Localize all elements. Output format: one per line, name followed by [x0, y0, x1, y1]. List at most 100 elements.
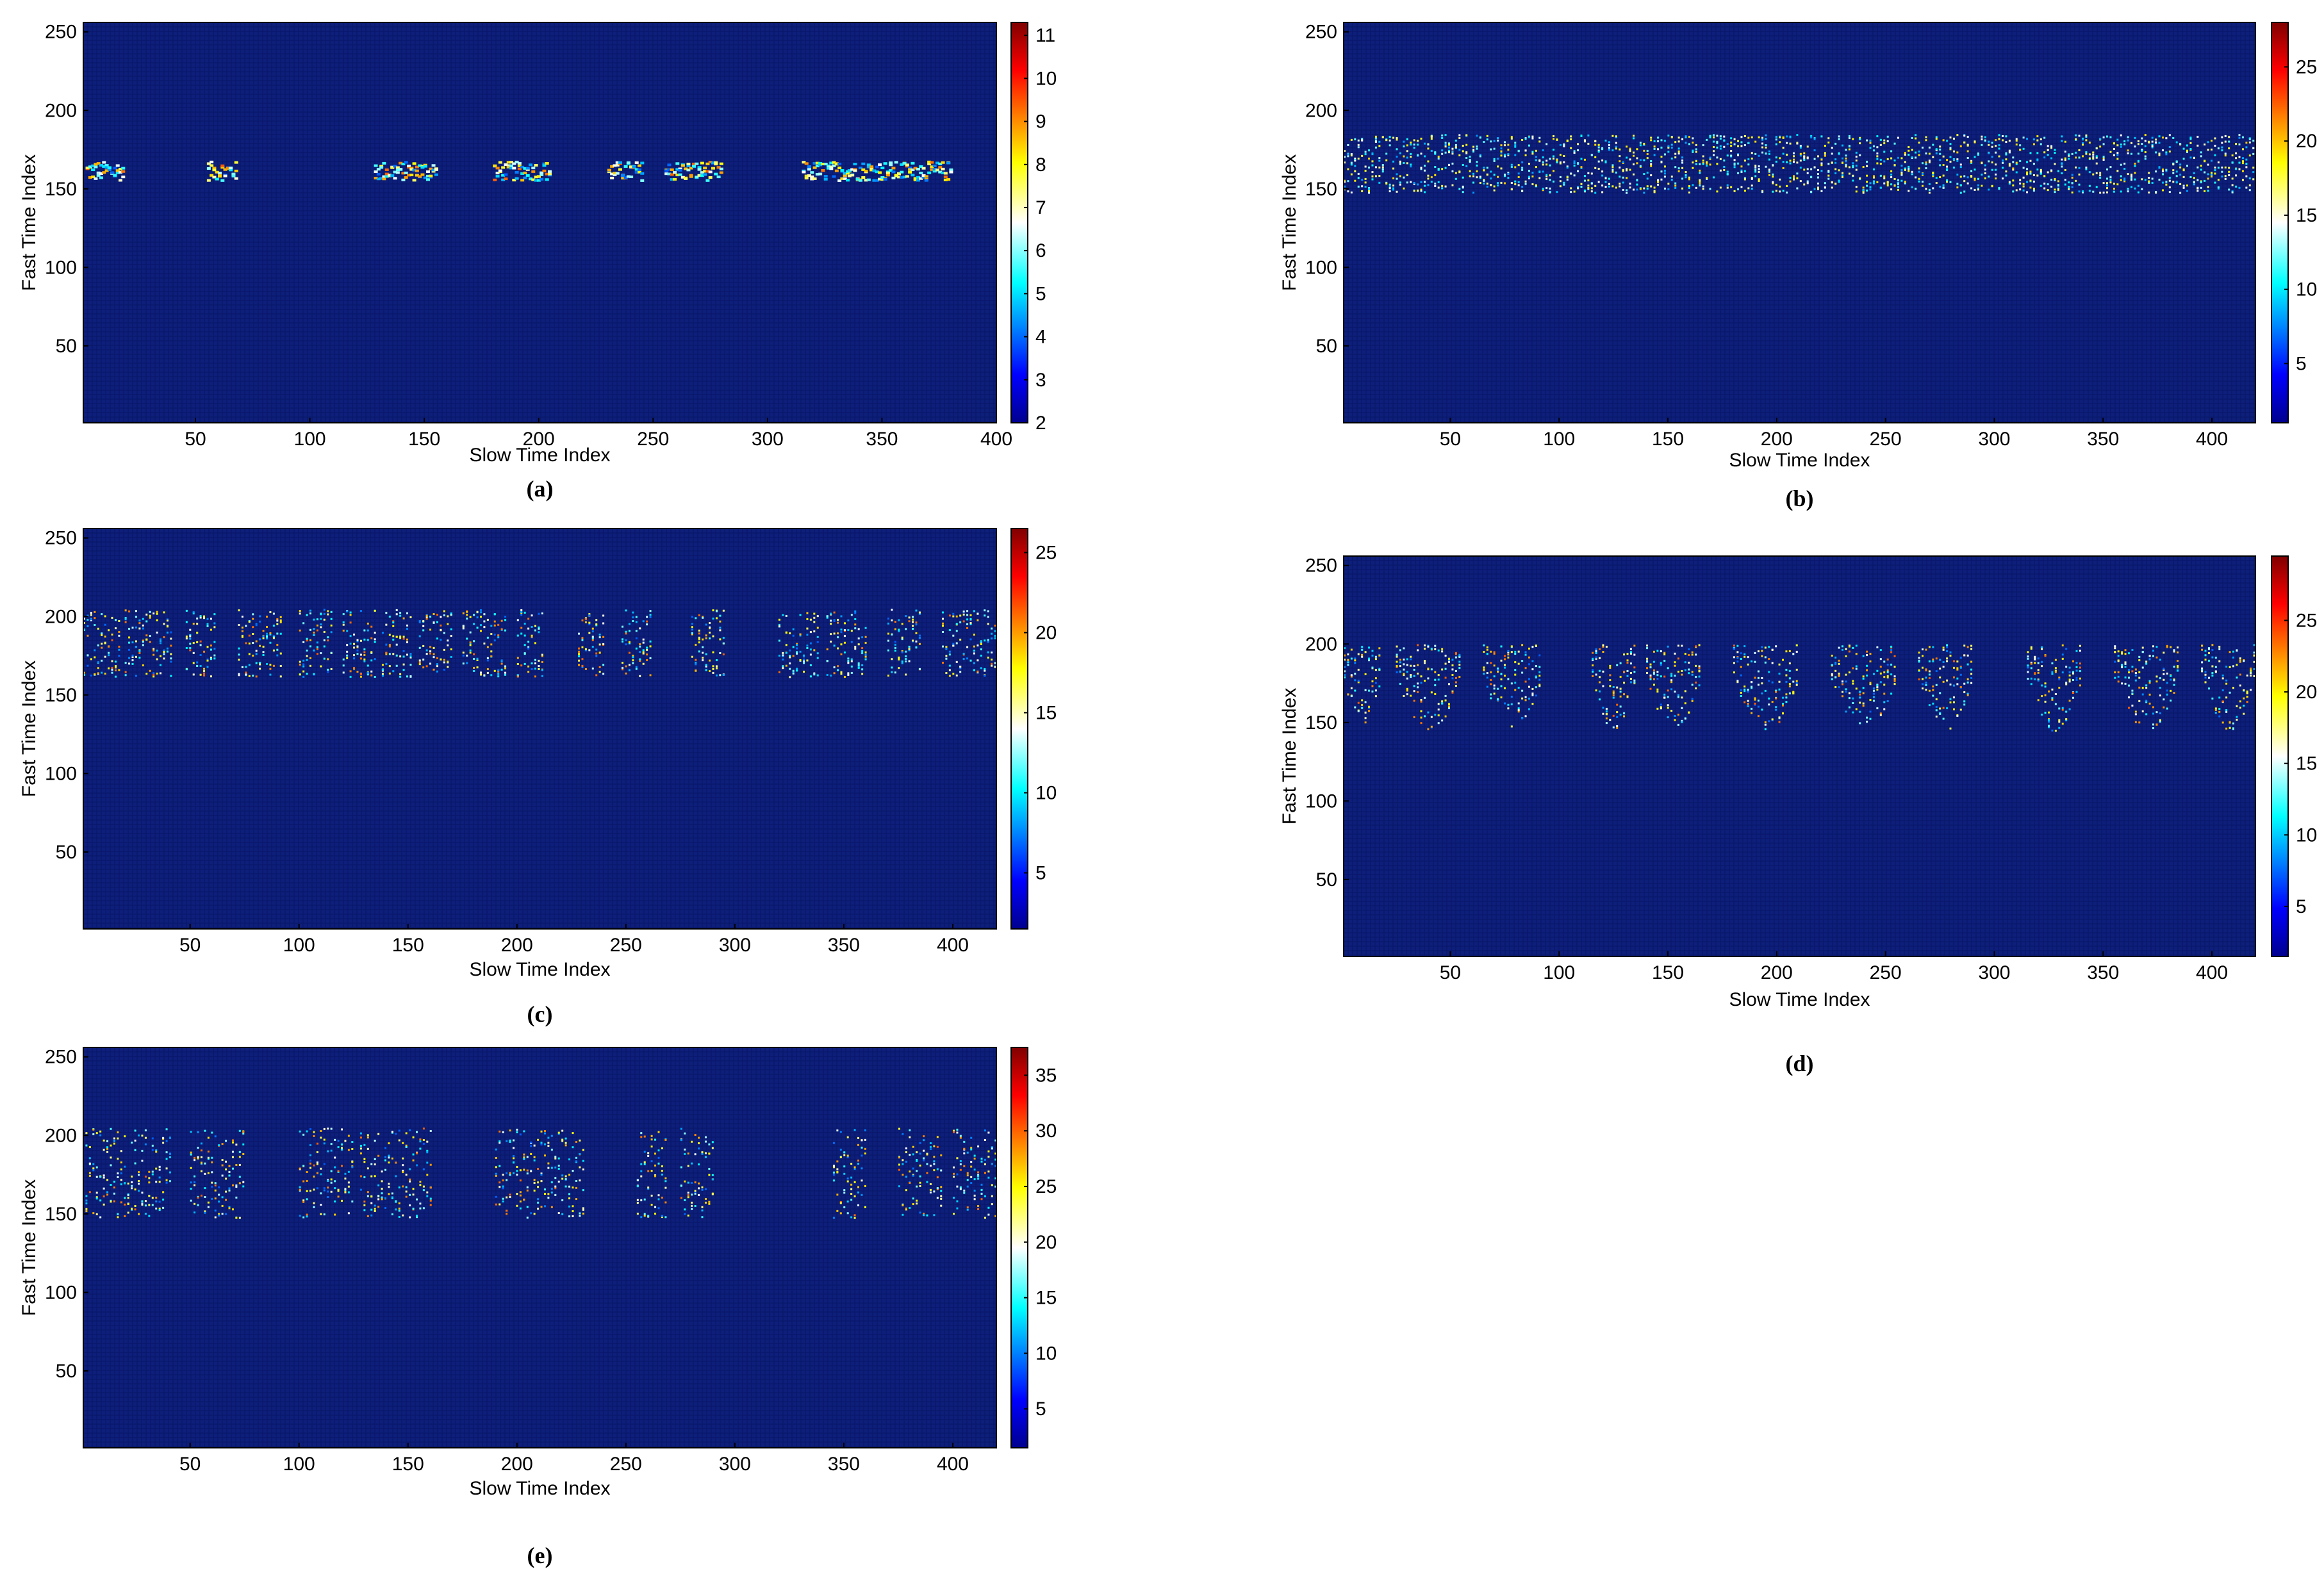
heatmap-event	[2114, 644, 2179, 730]
heatmap-grid	[83, 528, 996, 929]
colorbar-tick-label: 20	[2296, 131, 2317, 152]
y-tick-label: 100	[1305, 257, 1337, 278]
heatmap-event	[2027, 644, 2081, 732]
x-tick-label: 300	[719, 1454, 751, 1475]
y-tick-label: 200	[1305, 634, 1337, 655]
x-tick-label: 200	[1761, 429, 1793, 450]
heatmap-event	[691, 609, 725, 677]
heatmap-event	[578, 613, 605, 677]
heatmap-cells	[83, 609, 996, 678]
x-tick-label: 300	[1978, 429, 2010, 450]
x-tick-label: 400	[2196, 962, 2228, 983]
heatmap-event	[206, 160, 238, 182]
colorbar	[2271, 22, 2289, 423]
colorbar-tick-label: 15	[2296, 205, 2317, 226]
heatmap-event	[1396, 644, 1461, 730]
y-tick-label: 50	[1316, 869, 1337, 890]
x-tick-label: 150	[408, 429, 440, 450]
x-tick-label: 200	[1761, 962, 1793, 983]
x-tick-label: 50	[185, 429, 206, 450]
colorbar-tick-label: 7	[1035, 197, 1046, 218]
x-tick-label: 400	[2196, 429, 2228, 450]
colorbar	[1010, 1047, 1028, 1448]
heatmap-event	[124, 609, 172, 678]
x-tick-label: 250	[1870, 962, 1902, 983]
colorbar-tick-label: 3	[1035, 370, 1046, 391]
colorbar-tick-label: 30	[1035, 1120, 1057, 1142]
colorbar-tick-label: 5	[2296, 353, 2307, 374]
axes-frame	[83, 528, 997, 930]
heatmap-event	[342, 609, 376, 678]
heatmap-event	[85, 161, 126, 182]
x-tick-label: 350	[2087, 429, 2119, 450]
y-tick-label: 50	[1316, 336, 1337, 357]
colorbar-tick-label: 5	[2296, 896, 2307, 917]
panel-d: 50 100 150 200 250 300 350 40050100150200250Slo…	[1279, 555, 2317, 1076]
heatmap-event	[238, 609, 282, 678]
x-tick-label: 150	[392, 935, 424, 956]
colorbar-tick-label: 5	[1035, 1398, 1046, 1420]
heatmap-cells	[85, 1128, 997, 1219]
heatmap-event	[185, 609, 216, 678]
y-tick-label: 200	[45, 606, 77, 627]
colorbar-tick-label: 8	[1035, 154, 1046, 176]
heatmap-event	[1831, 644, 1896, 725]
heatmap-event	[887, 609, 921, 677]
heatmap-event	[1344, 134, 2255, 194]
panel-a: 50 100 150 200 250 300 350 400 50 100 150 200 250 Slo…	[19, 22, 1057, 502]
heatmap-event	[83, 611, 120, 678]
x-tick-label: 250	[637, 429, 669, 450]
heatmap-background	[1344, 22, 2255, 423]
heatmap-event	[299, 1128, 354, 1218]
heatmap-cells	[85, 160, 953, 183]
heatmap-background	[1344, 556, 2255, 956]
colorbar-tick-label: 35	[1035, 1065, 1057, 1086]
y-axis-label: Fast Time Index	[19, 660, 40, 797]
y-axis-label: Fast Time Index	[1279, 154, 1300, 291]
y-tick-label: 100	[1305, 791, 1337, 812]
x-tick-label: 200	[501, 1454, 533, 1475]
heatmap-event	[680, 1128, 714, 1218]
heatmap-event	[1483, 644, 1541, 728]
y-tick-label: 50	[56, 1361, 77, 1382]
heatmap-event	[847, 160, 953, 182]
axes-frame	[83, 22, 997, 423]
colorbar-tick-label: 10	[2296, 279, 2317, 300]
colorbar	[1010, 528, 1028, 930]
heatmap-event	[1344, 646, 1381, 724]
x-tick-label: 350	[866, 429, 898, 450]
heatmap-event	[2201, 644, 2255, 730]
heatmap-event	[607, 161, 645, 182]
colorbar-tick-label: 25	[1035, 1176, 1057, 1197]
colorbar-tick-label: 10	[1035, 1343, 1057, 1364]
colorbar-tick-label: 20	[1035, 1232, 1057, 1253]
x-tick-label: 350	[828, 935, 860, 956]
y-axis-label: Fast Time Index	[19, 154, 40, 291]
heatmap-event	[898, 1128, 943, 1217]
heatmap-event	[462, 609, 507, 678]
y-tick-label: 150	[1305, 712, 1337, 734]
x-tick-label: 300	[1978, 962, 2010, 983]
heatmap-event	[636, 1131, 667, 1218]
heatmap-event	[85, 1128, 171, 1218]
y-tick-label: 100	[45, 1282, 77, 1303]
heatmap-event	[778, 612, 819, 678]
panel-b: 50 100 150 200 250 300 350 40050100150200250Slo…	[1279, 22, 2317, 511]
colorbar-tick-label: 15	[1035, 703, 1057, 724]
axes-frame	[1343, 555, 2256, 957]
y-tick-label: 150	[45, 685, 77, 706]
x-tick-label: 150	[1652, 429, 1684, 450]
heatmap-event	[826, 610, 867, 678]
y-axis-label: Fast Time Index	[1279, 688, 1300, 824]
panel-label: (b)	[1786, 486, 1814, 511]
heatmap-event	[495, 1128, 584, 1219]
colorbar-tick-label: 6	[1035, 240, 1046, 261]
colorbar-tick-label: 11	[1035, 25, 1055, 46]
colorbar-tick-label: 5	[1035, 863, 1046, 884]
panel-c: 50 100 150 200 250 300 350 40050100150200250Slo…	[19, 528, 1057, 1027]
heatmap-cells	[1344, 134, 2255, 194]
x-tick-label: 100	[1543, 429, 1575, 450]
colorbar-tick-label: 25	[2296, 56, 2317, 78]
colorbar-tick-label: 25	[2296, 610, 2317, 631]
colorbar-tick-label: 2	[1035, 413, 1046, 434]
